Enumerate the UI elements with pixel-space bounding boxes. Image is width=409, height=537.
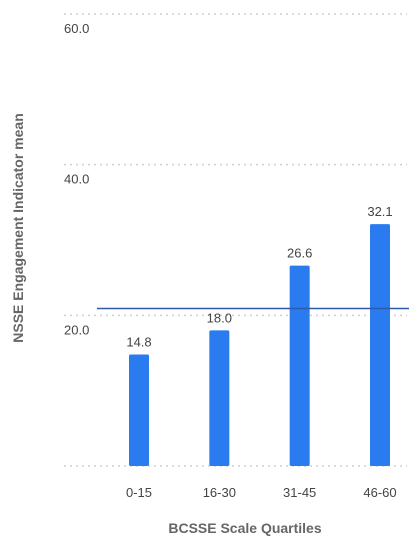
x-tick-labels: 0-15 16-30 31-45 46-60 (126, 485, 397, 500)
y-tick-label: 20.0 (64, 322, 89, 337)
data-label: 32.1 (367, 204, 392, 219)
bar (129, 354, 149, 466)
x-tick-label: 31-45 (283, 485, 316, 500)
data-label: 18.0 (207, 310, 232, 325)
data-label: 26.6 (287, 246, 312, 261)
x-tick-label: 46-60 (363, 485, 396, 500)
x-tick-label: 0-15 (126, 485, 152, 500)
x-axis-title: BCSSE Scale Quartiles (168, 520, 322, 536)
bar (289, 265, 310, 466)
y-tick-label: 60.0 (64, 21, 89, 36)
y-tick-label: 40.0 (64, 172, 89, 187)
y-tick-labels: 20.0 40.0 60.0 (64, 21, 89, 337)
x-tick-label: 16-30 (203, 485, 236, 500)
data-labels: 14.8 18.0 26.6 32.1 (126, 204, 392, 349)
data-label: 14.8 (126, 335, 151, 350)
bars (129, 224, 390, 466)
bar (209, 330, 230, 466)
y-axis-title: NSSE Engagement Indicator mean (10, 113, 26, 343)
gridlines (64, 13, 407, 467)
bar (370, 224, 390, 466)
